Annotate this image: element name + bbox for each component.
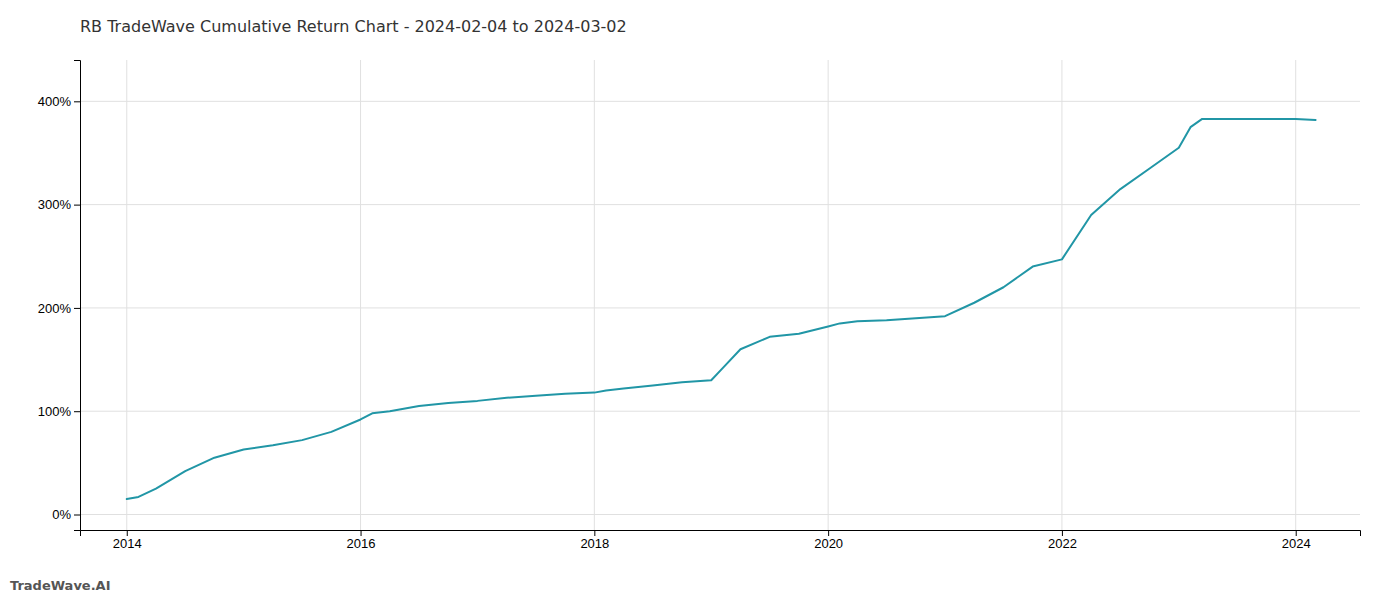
title: RB TradeWave Cumulative Return Chart - 2…	[80, 17, 627, 36]
grid-line	[80, 101, 1360, 102]
chart: 2014 2016 2018 2020 2022 2024 0% 100% 200% 300% 40…	[0, 0, 1400, 600]
grid-line	[80, 204, 1360, 205]
tick: 0%	[52, 507, 80, 522]
axis-line	[74, 61, 81, 531]
tick: 400%	[38, 94, 80, 109]
tick-label: 2020	[814, 536, 843, 551]
tick-label: 2024	[1282, 536, 1311, 551]
grid-line	[828, 60, 829, 530]
grid-line	[126, 60, 127, 530]
grid-line	[80, 411, 1360, 412]
tick-label: 2016	[347, 536, 376, 551]
tick-label: 200%	[38, 301, 72, 316]
tick-mark	[1296, 530, 1297, 536]
tick-label: 2014	[113, 536, 142, 551]
tick-mark	[828, 530, 829, 536]
series	[127, 119, 1316, 499]
y-axis: 0% 100% 200% 300% 400%	[38, 61, 81, 531]
tick-label: 2022	[1048, 536, 1077, 551]
tick: 2014	[113, 530, 142, 551]
grid-line	[594, 60, 595, 530]
tick-mark	[594, 530, 595, 536]
tick-label: 300%	[38, 197, 72, 212]
plot-area: 2014 2016 2018 2020 2022 2024 0% 100% 200% 300% 40…	[38, 60, 1361, 551]
tick: 100%	[38, 404, 80, 419]
axis-line	[81, 531, 1361, 537]
tick-label: 2018	[580, 536, 609, 551]
tick: 200%	[38, 301, 80, 316]
watermark: TradeWave.AI	[10, 578, 111, 593]
tick-mark	[74, 308, 80, 309]
grid-line	[1061, 60, 1062, 530]
tick-mark	[74, 205, 80, 206]
tick: 2016	[347, 530, 376, 551]
grid-line	[1295, 60, 1296, 530]
line	[127, 119, 1316, 499]
tick-mark	[127, 530, 128, 536]
tick: 2024	[1282, 530, 1311, 551]
grid-line	[80, 307, 1360, 308]
grid-line	[80, 514, 1360, 515]
tick-mark	[1062, 530, 1063, 536]
tick: 2018	[580, 530, 609, 551]
tick: 2022	[1048, 530, 1077, 551]
tick-label: 0%	[52, 507, 71, 522]
tick-mark	[74, 411, 80, 412]
tick-mark	[361, 530, 362, 536]
tick-mark	[74, 101, 80, 102]
tick-label: 400%	[38, 94, 72, 109]
tick-label: 100%	[38, 404, 72, 419]
x-axis: 2014 2016 2018 2020 2022 2024	[81, 530, 1361, 551]
tick: 300%	[38, 197, 80, 212]
grid-line	[360, 60, 361, 530]
tick-mark	[74, 515, 80, 516]
grid	[80, 60, 1360, 530]
tick: 2020	[814, 530, 843, 551]
